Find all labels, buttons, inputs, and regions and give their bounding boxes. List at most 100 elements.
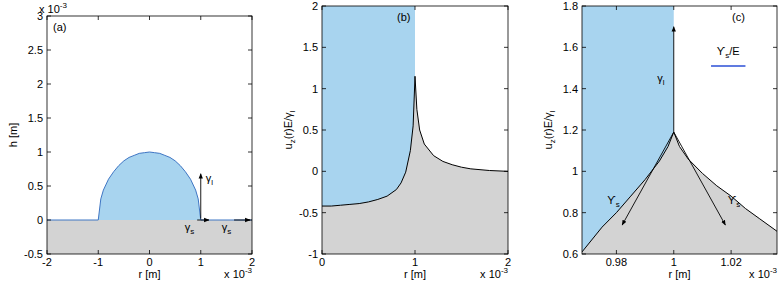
x-axis-label: r [m] (139, 268, 161, 280)
x-tick-label: 0 (146, 256, 152, 268)
text-part: -3 (245, 266, 253, 275)
x-tick (415, 6, 416, 10)
y-tick (773, 88, 777, 89)
scale-bar (711, 65, 745, 67)
x-tick (731, 250, 732, 254)
x-tick (98, 250, 99, 254)
y-tick (504, 212, 508, 213)
y-tick-label: 1.8 (563, 0, 578, 12)
y-tick (773, 47, 777, 48)
annotation: γs (222, 221, 232, 236)
y-tick-label: 0.5 (303, 124, 318, 136)
y-tick (248, 186, 252, 187)
y-tick-label: 1.5 (28, 112, 43, 124)
x-tick (322, 6, 323, 10)
y-tick (773, 6, 777, 7)
y-tick-label: 0 (312, 165, 318, 177)
x-tick-label: 0 (319, 256, 325, 268)
y-tick (582, 47, 586, 48)
y-tick (504, 171, 508, 172)
x-tick (252, 16, 253, 20)
text-part: (r)E/γ (282, 112, 294, 139)
y-tick (504, 88, 508, 89)
y-tick (47, 118, 51, 119)
y-tick-label: 1.5 (303, 41, 318, 53)
line (582, 132, 777, 252)
y-tick (322, 6, 326, 7)
x-tick (616, 250, 617, 254)
y-tick (248, 254, 252, 255)
y-tick (322, 212, 326, 213)
y-tick (582, 130, 586, 131)
text-part: l (663, 78, 665, 87)
y-tick (504, 47, 508, 48)
x-tick (149, 16, 150, 20)
text-part: s (616, 200, 620, 209)
data-group (322, 6, 508, 254)
y-tick (47, 254, 51, 255)
x-tick-label: -1 (93, 256, 103, 268)
y-axis-label: uz(r)E/γl (542, 110, 557, 149)
x-scale-label: x 10-3 (480, 266, 508, 280)
line (322, 76, 508, 206)
y-tick (322, 254, 326, 255)
x-tick (149, 250, 150, 254)
y-tick (47, 16, 51, 17)
x-scale-label: x 10-3 (749, 266, 777, 280)
y-tick-label: 1.6 (563, 41, 578, 53)
frame (322, 6, 508, 254)
plot-background (322, 6, 508, 254)
x-axis-label: r [m] (669, 268, 691, 280)
text-part: l (548, 110, 557, 112)
y-tick (248, 84, 252, 85)
text-part: l (211, 178, 213, 187)
line (47, 152, 252, 220)
x-tick (252, 250, 253, 254)
text-part: x 10 (480, 268, 501, 280)
x-tick (508, 250, 509, 254)
y-tick-label: -0.5 (299, 207, 318, 219)
annotation: ϒs (728, 194, 741, 209)
x-tick-label: 1.02 (720, 256, 741, 268)
panel-label: (a) (53, 21, 66, 33)
x-tick (673, 250, 674, 254)
panel: -2-1012-0.500.511.522.53r [m]h [m]x 10-3… (7, 1, 255, 280)
x-tick (47, 16, 48, 20)
text-part: x 10 (39, 3, 60, 15)
y-tick-label: 0.6 (563, 248, 578, 260)
y-tick (47, 50, 51, 51)
x-tick (415, 250, 416, 254)
arrow (622, 132, 674, 225)
y-tick (504, 130, 508, 131)
panel: 012-1-0.500.511.52r [m]uz(r)E/γlx 10-3(b… (282, 0, 511, 280)
arrow (674, 132, 726, 225)
y-tick-label: -1 (308, 248, 318, 260)
y-tick (248, 118, 252, 119)
frame (582, 6, 777, 254)
y-tick (322, 130, 326, 131)
area (322, 76, 508, 254)
y-tick (47, 152, 51, 153)
data-group (582, 6, 777, 254)
figure: -2-1012-0.500.511.522.53r [m]h [m]x 10-3… (0, 0, 783, 282)
text-part: /E (729, 45, 739, 57)
area (47, 220, 252, 254)
y-axis-label: h [m] (7, 123, 19, 147)
y-tick-label: 2 (37, 78, 43, 90)
x-tick (673, 6, 674, 10)
arrow (673, 27, 674, 132)
y-tick (322, 47, 326, 48)
y-tick-label: 1.4 (563, 83, 578, 95)
y-scale-label: x 10-3 (39, 1, 67, 15)
y-tick-label: 0.8 (563, 207, 578, 219)
y-tick (248, 152, 252, 153)
text-part: l (288, 110, 297, 112)
x-tick-label: 1 (198, 256, 204, 268)
y-tick (773, 212, 777, 213)
area (582, 132, 777, 254)
y-tick (504, 6, 508, 7)
y-tick (582, 171, 586, 172)
y-tick-label: 1 (572, 165, 578, 177)
text-part: x 10 (224, 268, 245, 280)
text-part: (r)E/γ (542, 112, 554, 139)
